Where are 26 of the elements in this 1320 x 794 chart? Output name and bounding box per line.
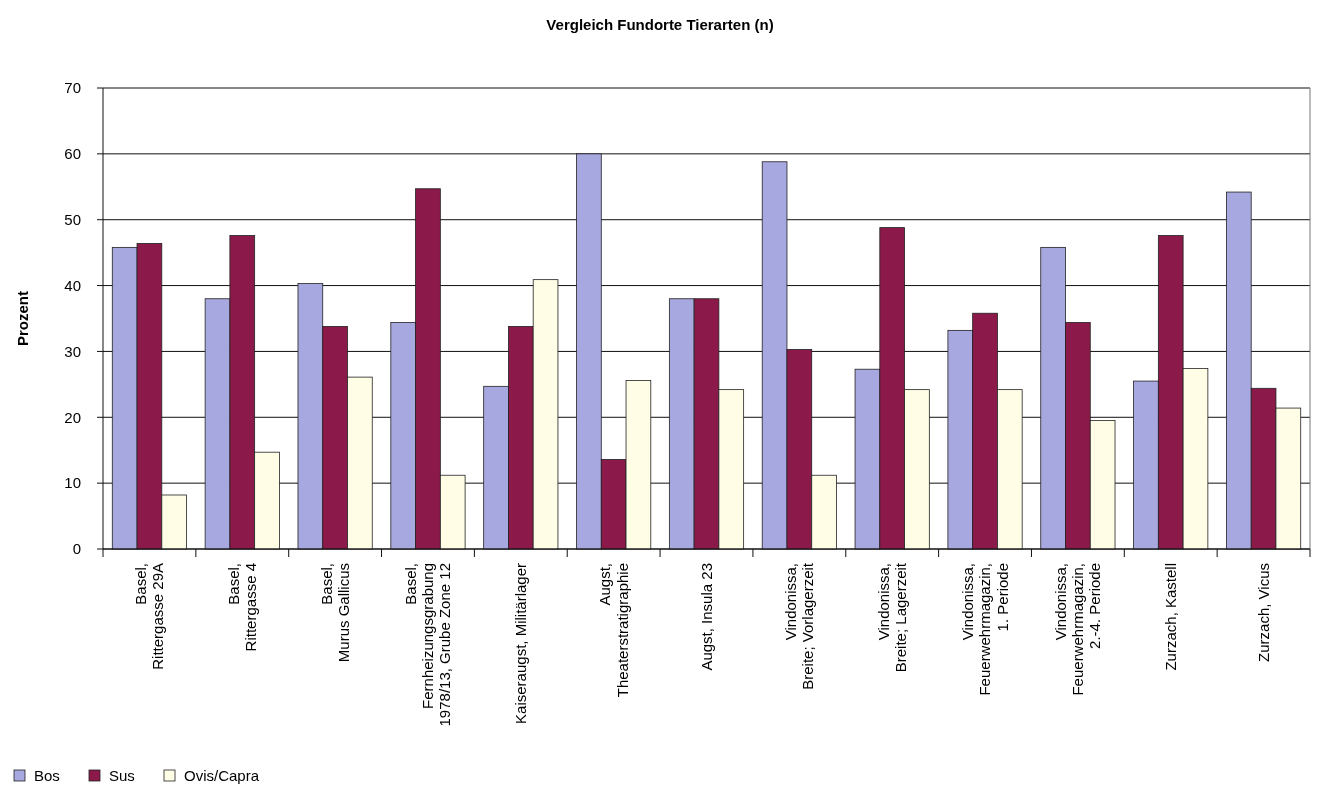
- y-tick-label: 50: [64, 210, 81, 228]
- y-tick-label: 60: [64, 145, 81, 163]
- y-tick-label: 20: [64, 408, 81, 426]
- x-tick-label: Vindonissa, Breite; Lagerzeit: [874, 562, 910, 673]
- y-tick-label: 70: [64, 79, 81, 97]
- legend-label: Bos: [34, 767, 60, 784]
- x-tick-label: Basel, Rittergasse 29A: [132, 563, 167, 670]
- x-tick-label: Vindonissa, Feuerwehrmagazin, 1. Periode: [959, 563, 1011, 696]
- y-tick-label: 0: [72, 540, 81, 558]
- x-tick-label: Augst, Theaterstratigraphie: [596, 563, 631, 698]
- x-tick-label: Kaiseraugst, Militärlager: [512, 563, 530, 724]
- x-tick-label: Basel, Murus Gallicus: [317, 563, 352, 663]
- x-tick-label: Vindonissa, Feuerwehrmagazin, 2.-4. Periode: [1051, 563, 1104, 696]
- y-tick-label: 30: [64, 342, 81, 360]
- x-tick-label: Basel, Fernheizungsgrabung 1978/13, Grube Zone 12: [401, 563, 454, 727]
- x-tick-label: Basel, Rittergasse 4: [224, 563, 260, 652]
- y-tick-label: 40: [64, 276, 81, 294]
- x-tick-label: Vindonissa, Breite; Vorlagerzeit: [781, 562, 817, 690]
- y-tick-label: 10: [64, 474, 81, 492]
- x-tick-label: Zurzach, Vicus: [1254, 563, 1272, 662]
- chart-title: Vergleich Fundorte Tierarten (n): [546, 16, 774, 33]
- x-tick-label: Zurzach, Kastell: [1161, 563, 1179, 671]
- legend-label: Ovis/Capra: [184, 767, 260, 784]
- x-tick-label: Augst, Insula 23: [697, 563, 715, 671]
- y-axis-title: Prozent: [14, 290, 31, 347]
- legend-label: Sus: [109, 767, 135, 784]
